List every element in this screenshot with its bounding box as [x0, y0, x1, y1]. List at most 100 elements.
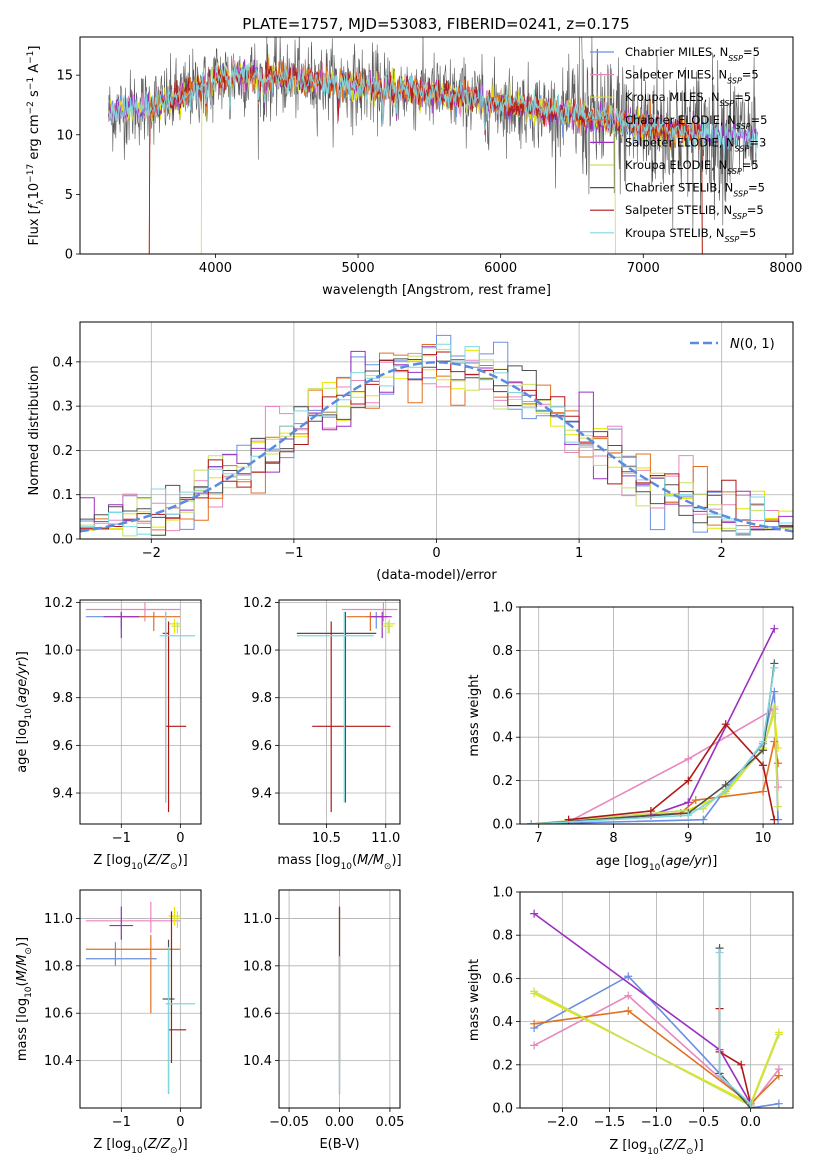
plus-marker [770, 815, 779, 824]
plus-marker [774, 1099, 783, 1108]
plus-marker [624, 972, 633, 981]
x-tick-label: 0.0 [740, 1115, 761, 1130]
y-tick-label: 10.2 [44, 596, 73, 611]
plus-marker [746, 1099, 755, 1108]
axes-frame [79, 599, 202, 825]
y-tick-label: 9.4 [52, 787, 73, 802]
x-axis-label: age [log10(age/yr)] [596, 854, 718, 873]
y-tick-label: 5 [65, 188, 73, 203]
errorbar-point [109, 906, 134, 940]
x-tick-label: 8 [609, 831, 617, 846]
y-tick-label: 0.6 [492, 972, 513, 987]
histogram-step [80, 358, 793, 536]
errorbar-point [168, 911, 187, 1063]
legend-label: Salpeter MILES, NSSP=5 [625, 68, 759, 86]
x-tick-label: 6000 [484, 261, 517, 276]
plot-area [80, 334, 793, 537]
y-tick-label: 15 [56, 69, 73, 84]
errorbar-point [171, 911, 181, 928]
plus-marker [699, 815, 708, 824]
y-tick-label: 11.0 [243, 912, 272, 927]
axes-frame [79, 889, 202, 1109]
axes-frame [278, 889, 401, 1109]
y-axis-label: Normed distribution [27, 366, 42, 496]
plot-area [108, 37, 758, 254]
x-tick-label: 4000 [199, 261, 232, 276]
errorbar-point [159, 611, 196, 803]
x-tick-label: 7000 [627, 261, 660, 276]
legend-label: Chabrier ELODIE, NSSP=5 [625, 113, 767, 131]
x-tick-label: 1 [575, 546, 583, 561]
axes-spectrum: 4000 5000 6000 7000 8000 0 5 10 15 Chabrier MILES… [26, 36, 802, 298]
x-tick-label: −1 [112, 831, 131, 846]
spectrum-legend: Chabrier MILES, NSSP=5 Salpeter MILES, NS… [590, 45, 767, 243]
plot-area [85, 901, 196, 1094]
y-tick-label: 9.6 [52, 739, 73, 754]
y-tick-label: 9.6 [251, 739, 272, 754]
axes-residuals: −2 −1 0 1 2 0.0 0.1 0.2 0.3 0.4 N(0, 1) (data-model… [27, 321, 794, 583]
plus-marker [770, 663, 779, 672]
plus-marker [770, 687, 779, 696]
plus-marker [774, 759, 783, 768]
y-tick-label: 10.4 [243, 1054, 272, 1069]
plot-area [530, 909, 783, 1108]
series-line [568, 722, 776, 821]
y-tick-label: 10.2 [243, 596, 272, 611]
plus-marker [770, 737, 779, 746]
x-axis-label: Z [log10(Z/Z⊙)] [93, 853, 187, 872]
y-tick-label: 0.2 [52, 444, 73, 459]
y-tick-label: 1.0 [492, 886, 513, 901]
y-axis-label: mass weight [467, 959, 482, 1041]
y-tick-label: 1.0 [492, 601, 513, 616]
x-axis-label: Z [log10(Z/Z⊙)] [93, 1137, 187, 1156]
spectrum-line [108, 62, 758, 158]
plus-marker [691, 796, 700, 805]
plus-marker [684, 776, 693, 785]
histogram-step [80, 343, 793, 536]
y-tick-label: 11.0 [44, 912, 73, 927]
x-tick-label: 0 [432, 546, 440, 561]
y-tick-label: 10.8 [243, 959, 272, 974]
plus-marker [530, 1019, 539, 1028]
plus-marker [646, 806, 655, 815]
y-tick-label: 0.2 [492, 774, 513, 789]
plus-marker [721, 720, 730, 729]
x-tick-label: 9 [684, 831, 692, 846]
legend-label: Chabrier STELIB, NSSP=5 [625, 181, 765, 199]
plus-marker [759, 787, 768, 796]
spectrum-line [148, 61, 703, 254]
y-tick-label: 0.8 [492, 929, 513, 944]
y-tick-label: 10.0 [243, 644, 272, 659]
plus-marker [774, 802, 783, 811]
series-line [533, 994, 780, 1107]
plus-marker [530, 1041, 539, 1050]
x-tick-label: 0.05 [375, 1115, 404, 1130]
errorbar-point [312, 621, 391, 813]
plus-marker [527, 820, 536, 824]
plus-marker [715, 1071, 724, 1080]
axes-frame [519, 606, 794, 825]
x-tick-label: −1 [284, 546, 303, 561]
errorbar-point [168, 906, 181, 926]
axes-frame [278, 599, 401, 825]
axes-frame [519, 891, 794, 1109]
y-tick-label: 10.4 [44, 1054, 73, 1069]
axes-frame [79, 36, 794, 255]
y-tick-label: 10.0 [44, 644, 73, 659]
x-tick-label: −0.5 [688, 1115, 720, 1130]
x-axis-label: mass [log10(M/M⊙)] [277, 853, 401, 872]
x-tick-label: 11.0 [371, 831, 400, 846]
axes-mass-vs-EBV: −0.05 0.00 0.05 10.4 10.6 10.8 11.0 E(B-V) [243, 889, 404, 1152]
y-axis-label: Flux [fλ10−17 erg cm−2 s−1 A−1] [26, 46, 46, 246]
legend-label: Kroupa STELIB, NSSP=5 [625, 226, 756, 244]
x-tick-label: −2 [142, 546, 161, 561]
errorbar-point [85, 901, 181, 933]
legend-label: Salpeter STELIB, NSSP=5 [625, 203, 764, 221]
x-tick-label: 0 [176, 1115, 184, 1130]
errorbar-point [85, 942, 157, 966]
errorbar-point [296, 611, 377, 803]
x-axis-label: Z [log10(Z/Z⊙)] [609, 1138, 703, 1157]
plus-marker [737, 1060, 746, 1069]
x-tick-label: 7 [535, 831, 543, 846]
axes-massweight-vs-age: 7 8 9 10 0.0 0.2 0.4 0.6 0.8 1.0 age [log10(age/yr… [467, 601, 794, 873]
